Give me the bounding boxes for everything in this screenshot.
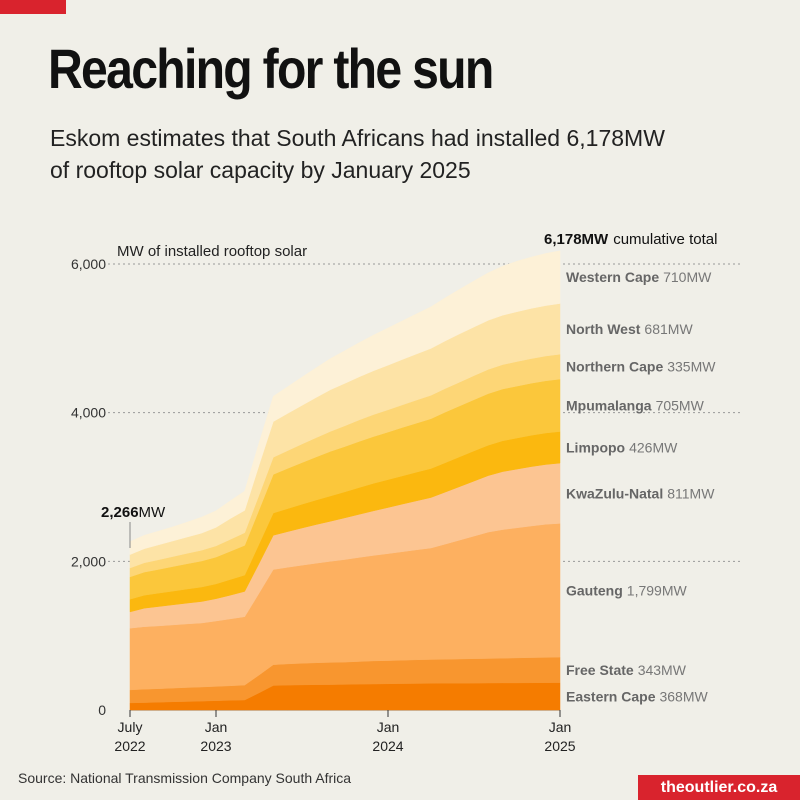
top-accent-bar bbox=[0, 0, 66, 14]
start-annotation-unit: MW bbox=[139, 504, 166, 521]
x-tick-label: 2025 bbox=[544, 738, 575, 754]
series-name: Western Cape bbox=[566, 269, 659, 285]
series-label-northern-cape: Northern Cape 335MW bbox=[566, 359, 716, 375]
series-label-gauteng: Gauteng 1,799MW bbox=[566, 582, 687, 598]
y-tick-label: 0 bbox=[98, 702, 106, 718]
series-name: Free State bbox=[566, 662, 634, 678]
area-western-cape bbox=[129, 250, 561, 555]
area-layers bbox=[129, 250, 561, 711]
x-tick-label: Jan bbox=[377, 719, 400, 735]
end-annotation-text: cumulative total bbox=[613, 231, 717, 248]
series-name: North West bbox=[566, 321, 641, 337]
series-value: 705MW bbox=[656, 397, 705, 413]
series-value: 368MW bbox=[659, 688, 708, 704]
series-value: 681MW bbox=[644, 321, 693, 337]
series-value: 343MW bbox=[638, 662, 687, 678]
series-value: 335MW bbox=[667, 359, 716, 375]
series-labels: Eastern Cape 368MW Free State 343MW Gauteng 1… bbox=[566, 269, 716, 704]
page-subtitle: Eskom estimates that South Africans had … bbox=[50, 125, 665, 183]
brand-logo: theoutlier.co.za bbox=[638, 775, 800, 800]
series-value: 426MW bbox=[629, 439, 678, 455]
series-label-western-cape: Western Cape 710MW bbox=[566, 269, 712, 285]
x-tick-labels: July 2022 Jan 2023 Jan 2024 Jan 2025 bbox=[114, 710, 576, 754]
x-tick-label: 2022 bbox=[114, 738, 145, 754]
x-tick-label: 2023 bbox=[200, 738, 231, 754]
series-name: Mpumalanga bbox=[566, 397, 652, 413]
series-label-north-west: North West 681MW bbox=[566, 321, 693, 337]
y-tick-label: 4,000 bbox=[71, 405, 106, 421]
series-name: Limpopo bbox=[566, 439, 625, 455]
series-label-mpumalanga: Mpumalanga 705MW bbox=[566, 397, 705, 413]
series-value: 710MW bbox=[663, 269, 712, 285]
end-annotation: 6,178MW cumulative total bbox=[544, 231, 717, 248]
start-annotation: 2,266MW bbox=[101, 504, 166, 521]
page-title: Reaching for the sun bbox=[48, 37, 494, 100]
series-value: 1,799MW bbox=[627, 582, 688, 598]
start-annotation-value: 2,266 bbox=[101, 504, 139, 521]
series-name: Eastern Cape bbox=[566, 688, 656, 704]
series-label-kwazulu-natal: KwaZulu-Natal 811MW bbox=[566, 485, 715, 501]
x-tick-label: 2024 bbox=[372, 738, 403, 754]
x-tick-label: July bbox=[118, 719, 143, 735]
series-name: Gauteng bbox=[566, 582, 623, 598]
y-tick-label: 2,000 bbox=[71, 553, 106, 569]
y-axis-label: MW of installed rooftop solar bbox=[117, 243, 307, 260]
series-name: KwaZulu-Natal bbox=[566, 485, 663, 501]
series-name: Northern Cape bbox=[566, 359, 663, 375]
series-label-limpopo: Limpopo 426MW bbox=[566, 439, 678, 455]
series-value: 811MW bbox=[667, 485, 715, 501]
source-note: Source: National Transmission Company So… bbox=[18, 770, 352, 786]
y-tick-label: 6,000 bbox=[71, 256, 106, 272]
x-tick-label: Jan bbox=[549, 719, 572, 735]
y-tick-labels: 0 2,000 4,000 6,000 bbox=[71, 256, 106, 718]
end-annotation-value: 6,178MW bbox=[544, 231, 609, 248]
series-label-free-state: Free State 343MW bbox=[566, 662, 687, 678]
x-tick-label: Jan bbox=[205, 719, 228, 735]
series-label-eastern-cape: Eastern Cape 368MW bbox=[566, 688, 709, 704]
